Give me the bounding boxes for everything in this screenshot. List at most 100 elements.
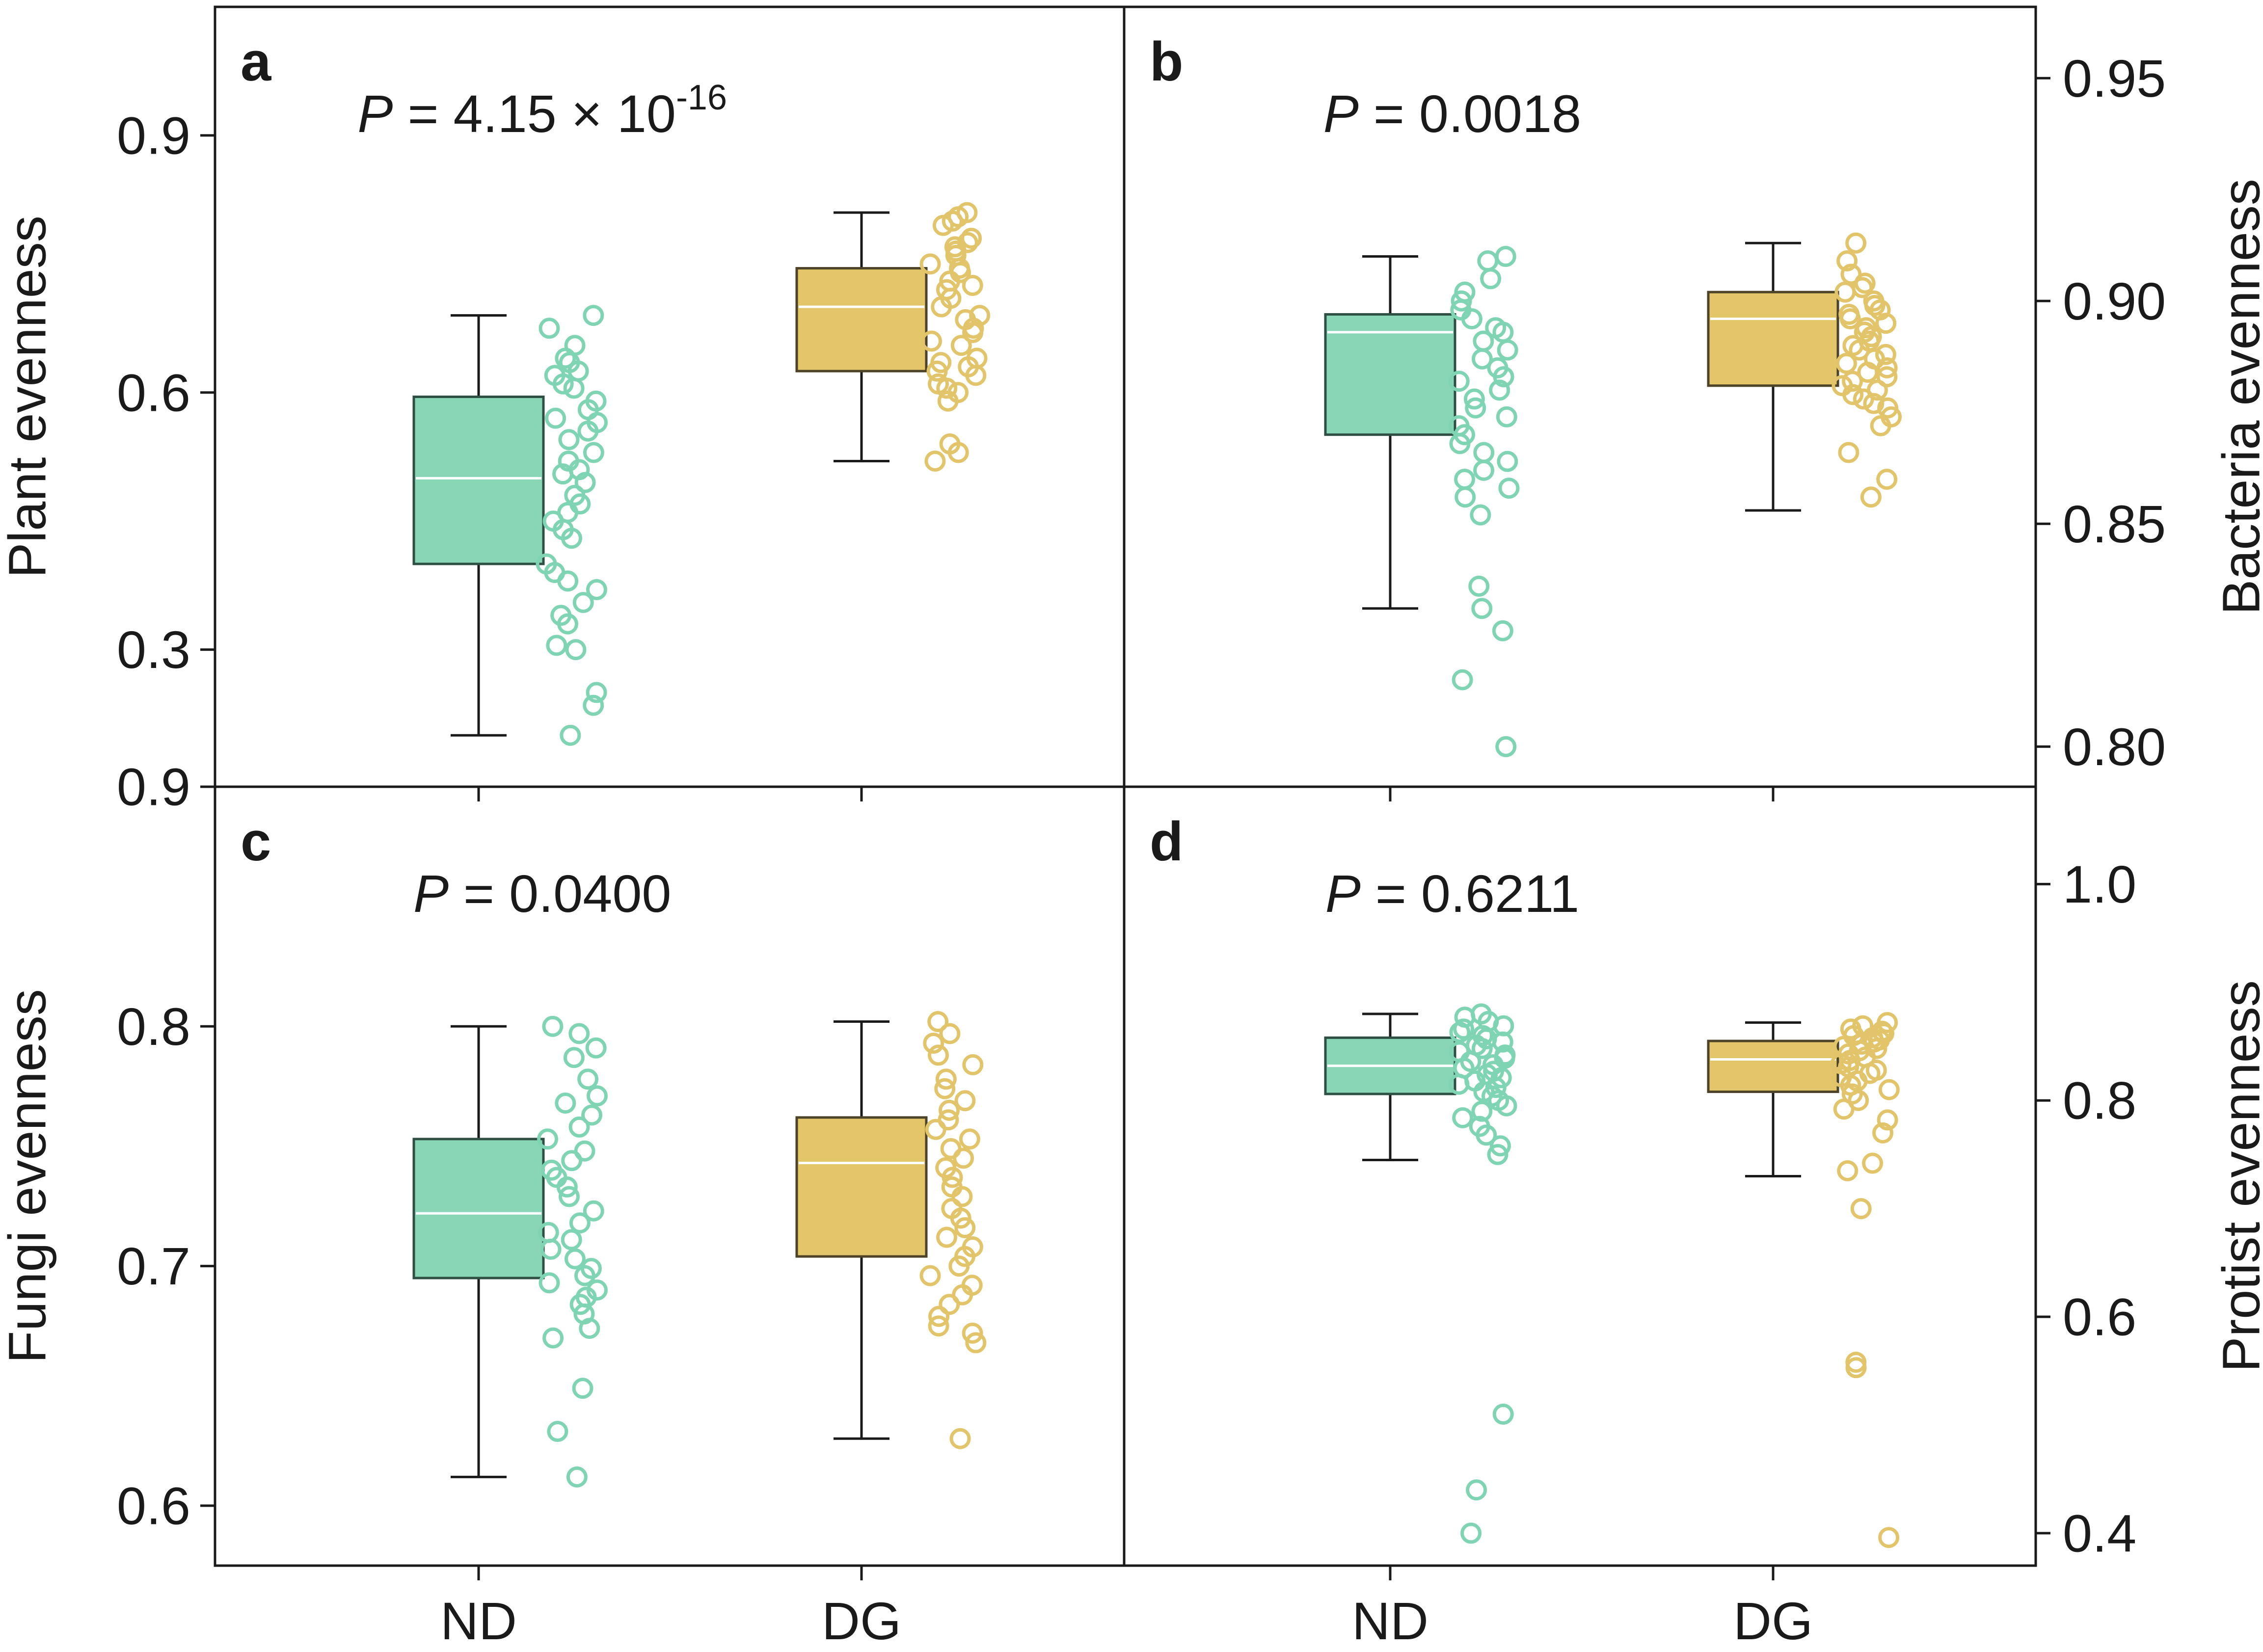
y-tick-label-d-0: 0.4: [2063, 1503, 2136, 1563]
box-b-nd: [1324, 313, 1456, 436]
data-point-a-dg: [965, 365, 987, 386]
data-point-a-dg: [936, 377, 958, 399]
data-point-a-nd: [539, 318, 560, 339]
data-point-a-nd: [583, 442, 604, 463]
data-point-a-dg: [919, 253, 941, 275]
data-point-a-nd: [558, 429, 580, 451]
data-point-c-nd: [583, 1200, 604, 1222]
y-axis-label-b: Bacteria evenness: [2211, 179, 2263, 615]
data-point-d-nd: [1466, 1479, 1487, 1501]
data-point-c-nd: [586, 1085, 608, 1107]
y-tick-label-d-1: 0.6: [2063, 1287, 2136, 1347]
y-tick-label-a-1: 0.6: [117, 363, 190, 422]
data-point-c-nd: [569, 1212, 591, 1234]
data-point-c-dg: [928, 1315, 949, 1337]
p-value-a: P = 4.15 × 10-16: [357, 78, 727, 143]
data-point-a-dg: [962, 322, 984, 344]
y-tick-label-b-0: 0.80: [2063, 717, 2166, 776]
data-point-b-nd: [1465, 397, 1486, 419]
data-point-c-nd: [539, 1272, 560, 1294]
data-point-d-nd: [1448, 1073, 1470, 1095]
data-point-b-nd: [1493, 366, 1514, 388]
data-point-a-nd: [563, 377, 585, 399]
data-point-b-nd: [1451, 290, 1472, 312]
data-point-d-nd: [1489, 1135, 1511, 1157]
data-point-b-dg: [1853, 388, 1874, 410]
data-point-d-dg: [1837, 1160, 1859, 1181]
p-value-text: = 0.6211: [1361, 864, 1579, 923]
data-point-b-nd: [1452, 669, 1473, 691]
data-point-b-nd: [1497, 451, 1518, 472]
y-tick-label-c-2: 0.8: [117, 997, 190, 1056]
data-point-c-nd: [563, 1047, 585, 1068]
data-point-b-nd: [1480, 268, 1502, 290]
data-point-c-dg: [928, 1306, 950, 1327]
data-point-c-dg: [934, 1078, 956, 1099]
data-point-a-nd: [555, 347, 576, 369]
data-point-a-dg: [932, 214, 954, 236]
data-point-c-nd: [547, 1421, 568, 1442]
data-point-c-dg: [925, 1119, 946, 1140]
data-point-c-dg: [962, 1322, 983, 1344]
data-point-d-dg: [1833, 1098, 1855, 1120]
data-point-d-dg: [1850, 1198, 1872, 1220]
data-point-b-dg: [1842, 384, 1864, 405]
p-value-text: = 0.0018: [1359, 84, 1581, 143]
box-c-nd: [412, 1138, 545, 1279]
p-value-b: P = 0.0018: [1323, 84, 1581, 143]
data-point-b-dg: [1876, 366, 1898, 388]
x-tick-label-dg: DG: [822, 1591, 901, 1651]
data-point-c-dg: [954, 1090, 976, 1112]
data-point-c-dg: [942, 1167, 963, 1188]
data-point-b-nd: [1492, 620, 1513, 641]
data-point-c-dg: [949, 1428, 971, 1449]
data-point-d-nd: [1471, 1038, 1493, 1059]
data-point-d-nd: [1476, 1124, 1497, 1146]
data-point-d-nd: [1487, 1144, 1509, 1165]
panel-letter-c: c: [241, 811, 271, 872]
data-point-a-nd: [586, 579, 607, 600]
p-value-c: P = 0.0400: [413, 864, 671, 923]
data-point-b-dg: [1838, 442, 1859, 463]
y-tick-label-c-3: 0.9: [117, 757, 190, 817]
data-point-b-dg: [1834, 281, 1856, 303]
data-point-a-nd: [557, 613, 578, 635]
y-axis-label-c: Fungi evenness: [0, 989, 57, 1363]
data-point-c-dg: [927, 1011, 949, 1033]
data-point-b-dg: [1836, 250, 1858, 272]
x-tick-label-dg: DG: [1733, 1591, 1813, 1651]
data-point-d-nd: [1460, 1522, 1482, 1544]
data-point-b-nd: [1449, 433, 1471, 454]
p-value-symbol: P: [357, 84, 393, 143]
data-point-c-nd: [561, 1150, 583, 1172]
p-value-text: = 4.15 × 10: [393, 84, 676, 143]
y-tick-label-c-0: 0.6: [117, 1476, 190, 1535]
data-point-d-dg: [1877, 1109, 1898, 1131]
data-point-c-nd: [569, 1294, 591, 1315]
data-point-c-dg: [948, 1255, 970, 1277]
box-d-dg: [1707, 1039, 1839, 1093]
p-value-symbol: P: [413, 864, 449, 923]
panel-letter-a: a: [241, 31, 271, 92]
data-point-c-nd: [585, 1037, 607, 1059]
y-tick-label-b-3: 0.95: [2063, 49, 2166, 108]
panel-letter-b: b: [1150, 31, 1183, 92]
data-point-c-nd: [572, 1378, 593, 1399]
data-point-a-nd: [572, 592, 594, 613]
data-point-a-dg: [937, 390, 959, 412]
box-a-nd: [412, 396, 545, 565]
data-point-d-dg: [1878, 1527, 1900, 1548]
data-point-d-nd: [1471, 1100, 1493, 1122]
data-point-a-nd: [586, 682, 607, 703]
data-point-c-dg: [936, 1226, 958, 1248]
p-value-symbol: P: [1325, 864, 1361, 923]
data-point-b-dg: [1839, 308, 1861, 330]
data-point-b-dg: [1857, 362, 1879, 383]
x-tick-label-nd: ND: [1352, 1591, 1428, 1651]
data-point-c-dg: [953, 1147, 974, 1169]
box-b-dg: [1707, 291, 1839, 387]
data-point-a-nd: [577, 420, 599, 442]
data-point-b-dg: [1849, 339, 1870, 361]
data-point-c-dg: [923, 1032, 944, 1054]
